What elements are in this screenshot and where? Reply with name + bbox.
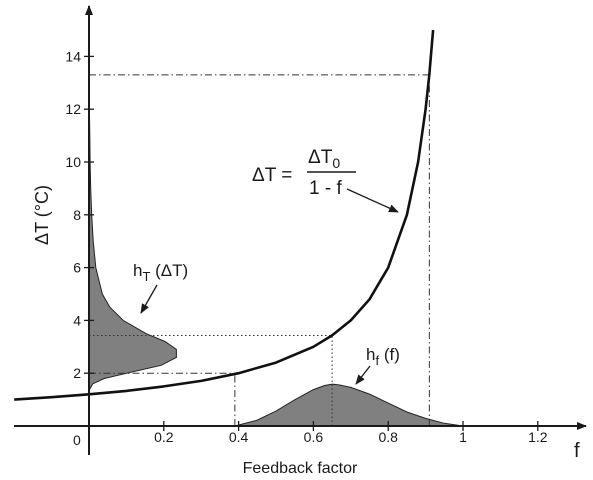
hf-arg: (f) xyxy=(379,345,400,364)
equation-numerator-sub: 0 xyxy=(332,155,340,171)
hT-main: h xyxy=(133,261,142,280)
sensitivity-curve xyxy=(14,29,435,401)
x-tick-label-0: 0.2 xyxy=(154,429,174,445)
origin-label: 0 xyxy=(73,432,81,448)
hf-label: hf (f) xyxy=(366,345,400,368)
hT-sub: T xyxy=(142,269,150,284)
curve-layer xyxy=(14,29,435,401)
hf-distribution xyxy=(234,383,464,427)
distributions-layer xyxy=(88,69,464,427)
y-tick-label-0: 2 xyxy=(73,365,81,381)
y-tick-label-1: 4 xyxy=(73,312,81,328)
y-axis-label: ΔT (°C) xyxy=(32,185,52,245)
y-tick-label-6: 14 xyxy=(65,48,81,64)
equation-numerator-main: ΔT xyxy=(308,147,333,168)
hT-text: hT (ΔT) xyxy=(133,261,188,284)
x-axis-symbol: f xyxy=(574,440,580,462)
y-tick-label-5: 12 xyxy=(65,101,81,117)
y-tick-label-2: 6 xyxy=(73,260,81,276)
hf-sub: f xyxy=(375,353,379,368)
equation-denominator: 1 - f xyxy=(309,178,342,199)
x-tick-label-4: 1 xyxy=(459,429,467,445)
hT-label: hT (ΔT) xyxy=(133,261,188,284)
equation-numerator: ΔT0 xyxy=(308,147,340,171)
reference-lines-layer xyxy=(89,74,430,426)
x-tick-label-3: 0.8 xyxy=(378,429,398,445)
x-tick-label-2: 0.6 xyxy=(304,429,324,445)
x-tick-label-1: 0.4 xyxy=(229,429,249,445)
equation-annotation: ΔT = ΔT0 1 - f xyxy=(252,147,356,199)
x-tick-label-5: 1.2 xyxy=(528,429,548,445)
y-tick-label-3: 8 xyxy=(73,207,81,223)
y-tick-label-4: 10 xyxy=(65,154,81,170)
hf-text: hf (f) xyxy=(366,345,400,368)
x-axis-label: Feedback factor xyxy=(243,460,358,477)
hT-arrow xyxy=(140,284,158,314)
equation-lhs: ΔT = xyxy=(252,165,292,186)
equation-arrow xyxy=(346,188,399,213)
hT-arg: (ΔT) xyxy=(150,261,188,280)
hT-distribution xyxy=(88,69,177,393)
ticks-layer: 0.2 0.4 0.6 0.8 1 1.2 2 4 6 8 10 12 14 xyxy=(65,48,547,445)
hf-arrow xyxy=(355,365,371,385)
hf-main: h xyxy=(366,345,375,364)
